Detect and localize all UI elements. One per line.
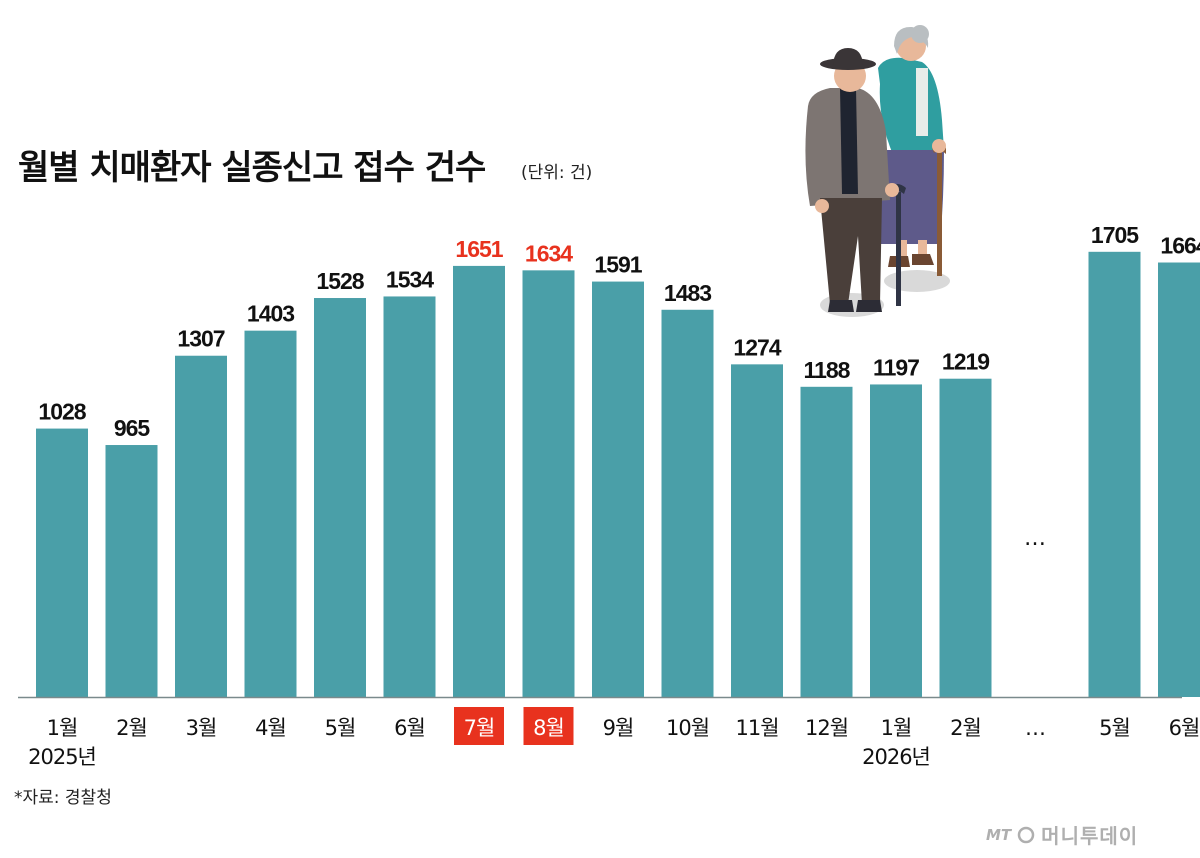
data-label: 1634 (525, 240, 573, 266)
brand-logo: MT 머니투데이 (986, 820, 1138, 849)
unit-label: (단위: 건) (521, 163, 593, 183)
year-label: 2026년 (862, 745, 930, 769)
data-label: 1534 (386, 266, 434, 292)
data-label: 1651 (455, 236, 503, 262)
x-tick-label: 3월 (186, 716, 217, 740)
x-tick-label: 9월 (603, 716, 634, 740)
data-label: 1528 (316, 268, 364, 294)
data-label: 1591 (594, 252, 642, 278)
data-label: 1705 (1091, 222, 1139, 248)
bar (36, 428, 88, 697)
year-label: 2025년 (28, 745, 96, 769)
chart-title: 월별 치매환자 실종신고 접수 건수 (18, 148, 486, 188)
bar (800, 386, 853, 697)
bar (105, 445, 158, 697)
x-tick-label: 11월 (735, 716, 778, 740)
data-label: 1664 (1160, 233, 1200, 259)
data-label: 1274 (733, 334, 781, 360)
x-tick-label: 5월 (325, 716, 356, 740)
bar (175, 355, 227, 697)
data-label: 965 (114, 415, 151, 441)
x-tick-label: 2월 (950, 716, 981, 740)
brand-name: 머니투데이 (1041, 824, 1139, 848)
bar (244, 330, 297, 697)
bar (939, 378, 992, 697)
highlight-box (454, 707, 504, 745)
x-tick-label: … (1025, 716, 1045, 740)
data-label: 1483 (664, 280, 711, 306)
bar (383, 296, 436, 697)
data-label: 1028 (38, 399, 86, 425)
data-label: 1197 (873, 354, 919, 380)
x-tick-label: 7월 (464, 716, 495, 740)
data-label: 1307 (177, 326, 224, 352)
x-tick-label: 1월 (881, 716, 912, 740)
bar (731, 364, 783, 697)
data-label: 1219 (942, 349, 989, 375)
bar (1158, 262, 1200, 697)
x-tick-label: 5월 (1099, 716, 1130, 740)
bar (592, 281, 644, 697)
bar (522, 270, 575, 697)
x-tick-label: 1월 (47, 716, 78, 740)
elderly-couple-illustration (805, 25, 950, 317)
data-label: 1403 (247, 301, 294, 327)
bar (314, 298, 366, 697)
bar (661, 309, 714, 697)
bar (870, 384, 922, 697)
brand-mark: MT (986, 825, 1012, 844)
x-tick-label: 6월 (1169, 716, 1200, 740)
data-label: 1188 (804, 357, 851, 383)
x-tick-label: 4월 (255, 716, 286, 740)
source-note: *자료: 경찰청 (14, 788, 112, 808)
x-tick-label: 12월 (805, 716, 848, 740)
bar (1088, 251, 1141, 698)
x-tick-label: 2월 (116, 716, 147, 740)
x-tick-label: 10월 (666, 716, 709, 740)
gap-marker: … (1024, 526, 1046, 551)
x-tick-label: 8월 (533, 716, 564, 740)
brand-swoosh-icon (1017, 826, 1035, 843)
bar (453, 265, 505, 697)
x-tick-label: 6월 (394, 716, 425, 740)
highlight-box (523, 707, 574, 745)
